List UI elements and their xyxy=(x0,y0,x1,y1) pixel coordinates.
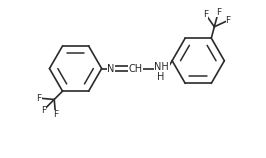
Text: F: F xyxy=(216,8,221,17)
Text: F: F xyxy=(37,94,42,103)
Text: F: F xyxy=(203,10,208,19)
Text: NH: NH xyxy=(154,62,169,72)
Text: H: H xyxy=(157,72,164,82)
Text: F: F xyxy=(41,106,46,115)
Text: F: F xyxy=(53,110,58,119)
Text: F: F xyxy=(226,16,231,25)
Text: N: N xyxy=(107,64,114,74)
Text: CH: CH xyxy=(128,64,143,74)
